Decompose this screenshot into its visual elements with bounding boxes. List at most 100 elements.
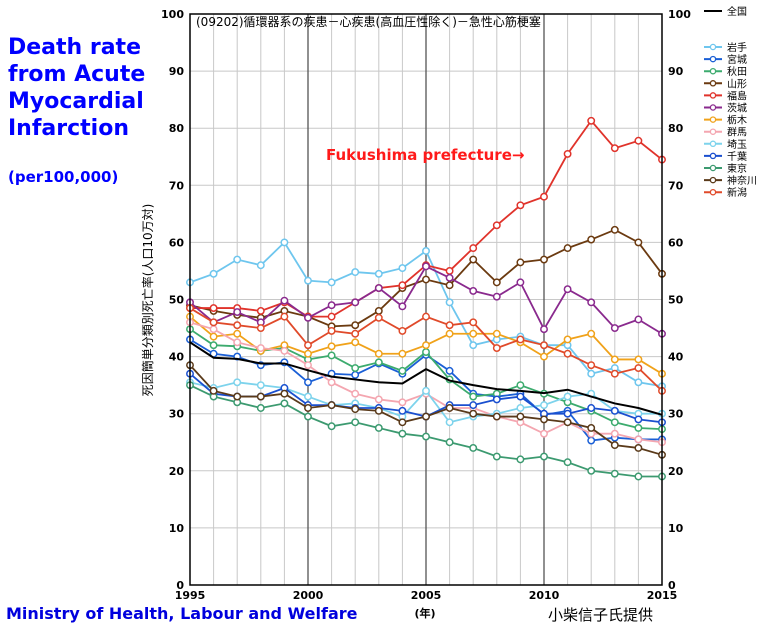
- data-point: [280, 238, 289, 247]
- data-point: [327, 351, 336, 360]
- data-point: [516, 412, 525, 421]
- data-point: [469, 286, 478, 295]
- data-point: [256, 392, 265, 401]
- data-point: [304, 341, 312, 350]
- x-axis-label: (年): [414, 606, 435, 620]
- data-point: [516, 392, 525, 401]
- side-title-line: from Acute: [8, 62, 146, 87]
- x-tick-label: 2005: [411, 589, 442, 602]
- data-point: [398, 366, 407, 375]
- data-point: [209, 332, 218, 341]
- y-tick-label-right: 100: [668, 8, 691, 21]
- y-tick-label-left: 100: [161, 8, 184, 21]
- data-point: [233, 255, 242, 264]
- data-point: [563, 335, 572, 344]
- legend-label: 栃木: [727, 114, 747, 127]
- data-point: [587, 466, 596, 475]
- legend-item: 栃木: [704, 114, 747, 127]
- data-point: [445, 404, 454, 412]
- legend-item: 神奈川: [704, 174, 757, 187]
- data-point: [304, 412, 312, 421]
- data-point: [634, 355, 643, 364]
- data-point: [351, 389, 360, 398]
- data-point: [445, 298, 454, 307]
- data-point: [398, 418, 407, 427]
- data-point: [469, 255, 478, 264]
- data-point: [233, 329, 242, 338]
- data-point: [516, 455, 525, 464]
- y-tick-label-left: 70: [169, 179, 185, 192]
- data-point: [351, 321, 360, 330]
- data-point: [563, 392, 572, 401]
- legend-marker: [709, 43, 717, 51]
- data-point: [563, 149, 572, 158]
- legend-item: 新潟: [704, 186, 747, 199]
- data-point: [540, 352, 548, 361]
- data-point: [398, 326, 407, 335]
- data-point: [610, 225, 619, 234]
- data-point: [563, 409, 572, 418]
- data-point: [445, 438, 454, 447]
- data-point: [398, 406, 407, 415]
- legend-marker: [709, 176, 717, 184]
- legend-marker: [709, 80, 717, 87]
- legend-marker: [709, 188, 717, 196]
- data-point: [256, 261, 265, 270]
- data-point: [563, 418, 572, 427]
- data-point: [304, 404, 312, 412]
- data-point: [587, 424, 596, 432]
- data-point: [209, 325, 218, 334]
- legend-item: 宮城: [704, 53, 747, 66]
- y-tick-label-left: 90: [169, 65, 185, 78]
- data-point: [256, 324, 265, 332]
- data-point: [209, 304, 218, 313]
- y-tick-label-left: 50: [169, 294, 185, 307]
- data-point: [422, 341, 430, 350]
- legend-label: 東京: [727, 162, 747, 175]
- series-全国: [189, 341, 663, 416]
- data-point: [587, 329, 596, 338]
- y-tick-label-left: 20: [169, 465, 185, 478]
- series-line: [189, 341, 663, 416]
- side-title-line: Myocardial: [8, 89, 144, 114]
- legend-label: 福島: [727, 89, 747, 102]
- y-tick-label-left: 60: [169, 236, 185, 249]
- data-point: [422, 412, 430, 421]
- data-point: [634, 136, 643, 145]
- data-point: [327, 342, 336, 351]
- legend-label: 秋田: [727, 65, 747, 78]
- data-point: [634, 238, 643, 247]
- y-tick-label-right: 70: [668, 179, 684, 192]
- data-point: [304, 349, 312, 358]
- data-point: [398, 349, 407, 358]
- source-credit: 小柴信子氏提供: [548, 606, 654, 624]
- data-point: [422, 348, 430, 356]
- side-subtitle: (per100,000): [8, 168, 119, 186]
- data-point: [422, 262, 430, 271]
- y-tick-label-right: 50: [668, 294, 684, 307]
- data-point: [209, 318, 218, 327]
- data-point: [374, 313, 383, 322]
- data-point: [304, 392, 312, 401]
- data-point: [469, 318, 478, 327]
- data-point: [516, 381, 525, 390]
- data-point: [492, 412, 501, 421]
- data-point: [422, 247, 430, 255]
- data-point: [469, 244, 478, 253]
- data-point: [351, 268, 360, 277]
- data-point: [516, 335, 525, 344]
- data-point: [610, 441, 619, 450]
- data-point: [304, 276, 312, 285]
- y-tick-label-right: 10: [668, 522, 684, 535]
- data-point: [516, 258, 525, 267]
- data-point: [351, 370, 360, 379]
- data-point: [233, 321, 242, 330]
- y-axis-label: 死因簡単分類別死亡率(人口10万対): [140, 204, 155, 397]
- legend-marker: [709, 104, 717, 111]
- data-point: [634, 364, 643, 372]
- data-point: [587, 436, 596, 445]
- legend-item: 秋田: [704, 65, 747, 78]
- data-point: [351, 329, 360, 338]
- data-point: [280, 399, 289, 408]
